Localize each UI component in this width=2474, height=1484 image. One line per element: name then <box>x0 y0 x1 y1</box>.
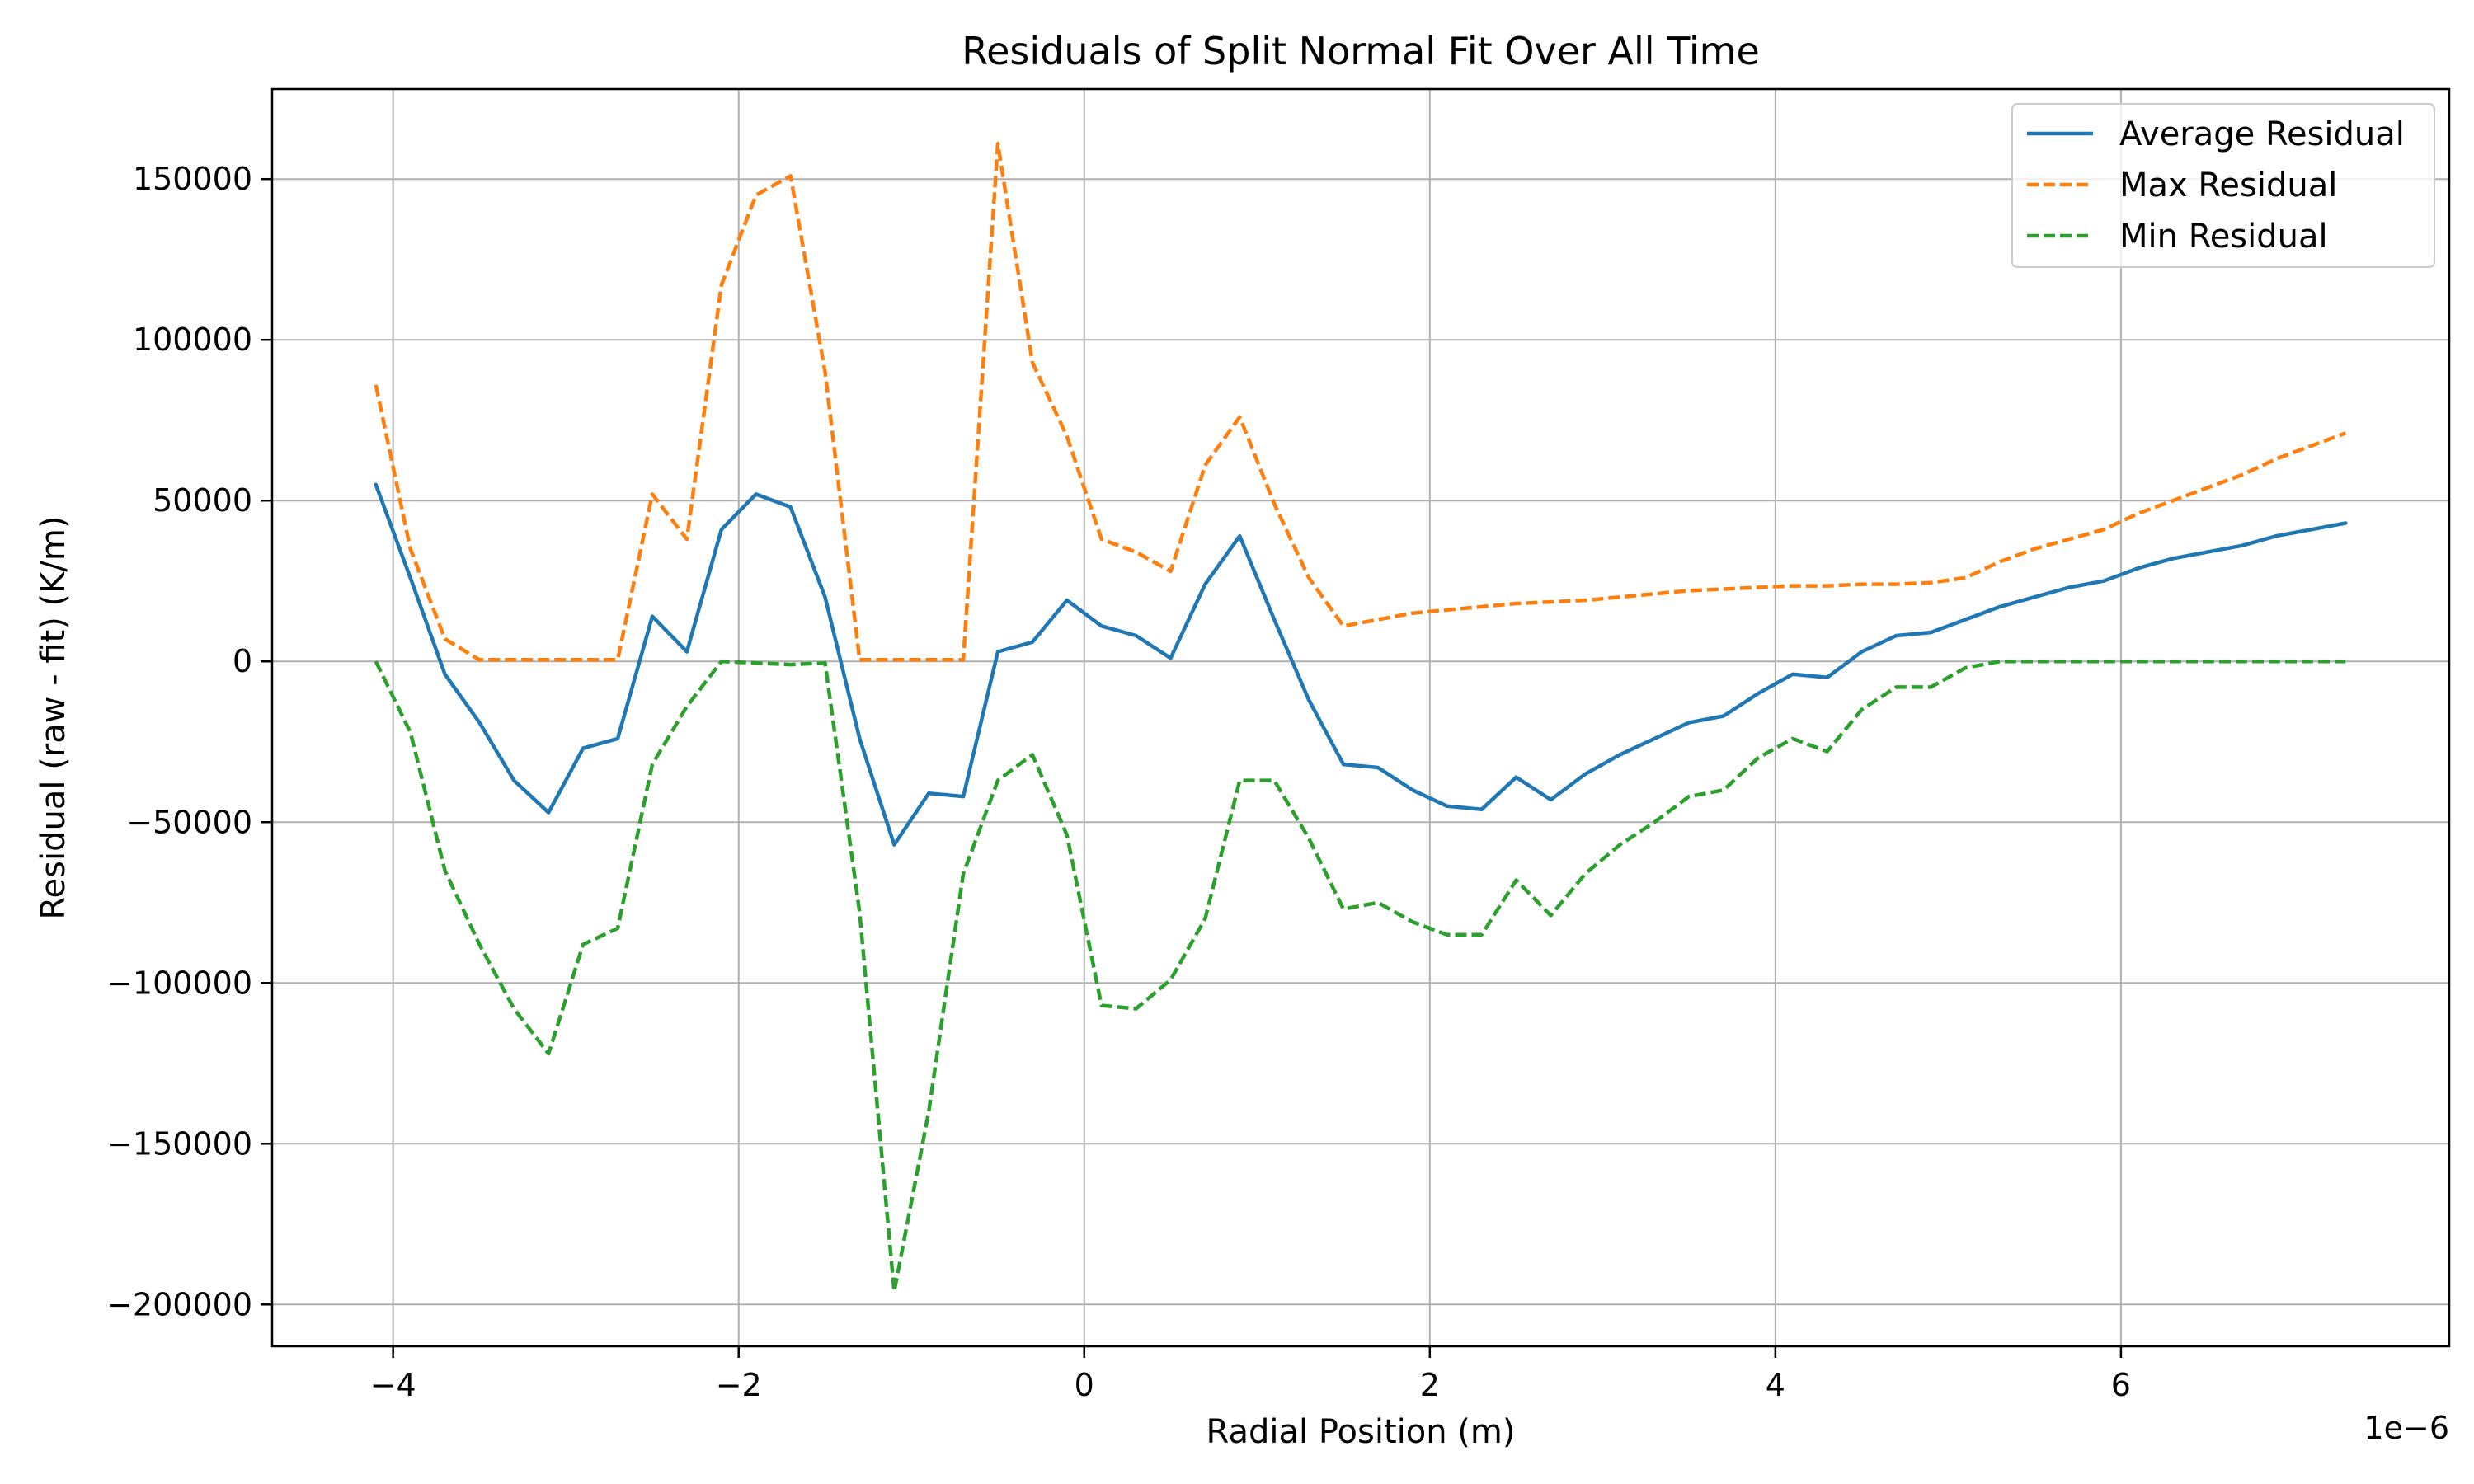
x-tick-label: 4 <box>1766 1367 1785 1403</box>
legend-label-3: Min Residual <box>2119 218 2328 256</box>
grid-lines <box>272 89 2449 1346</box>
y-tick-label: 50000 <box>153 482 252 519</box>
x-tick-label: −2 <box>716 1367 762 1403</box>
y-tick-label: 0 <box>233 643 252 679</box>
series-line-3 <box>374 659 2346 1294</box>
series-lines <box>374 142 2348 1294</box>
y-tick-label: 100000 <box>133 322 252 358</box>
series-line-1 <box>374 482 2348 847</box>
y-tick-label: 150000 <box>133 161 252 197</box>
legend-box <box>2011 103 2435 268</box>
legend-label-1: Average Residual <box>2119 115 2405 153</box>
y-tick-label: −150000 <box>106 1125 252 1162</box>
y-tick-label: −100000 <box>106 965 252 1001</box>
x-tick-label: 6 <box>2111 1367 2131 1403</box>
y-tick-label: −200000 <box>106 1286 252 1322</box>
x-tick-label: 0 <box>1075 1367 1094 1403</box>
axis-ticks: −4 −2 0 2 4 6 −200000 −150000 −100000 −50000 0 5000… <box>106 161 2131 1403</box>
legend: Average Residual Max Residual Min Residual <box>2011 103 2435 268</box>
y-axis-title: Residual (raw - fit) (K/m) <box>35 516 73 920</box>
y-tick-label: −50000 <box>126 804 252 840</box>
x-axis-title: Radial Position (m) <box>1206 1413 1516 1451</box>
x-tick-label: −4 <box>370 1367 416 1403</box>
x-axis-offset-label: 1e−6 <box>2363 1410 2449 1446</box>
chart-title: Residuals of Split Normal Fit Over All T… <box>962 29 1760 73</box>
legend-label-2: Max Residual <box>2119 167 2337 204</box>
x-tick-label: 2 <box>1420 1367 1440 1403</box>
series-line-2 <box>374 142 2347 662</box>
plot-frame <box>270 87 2451 1348</box>
